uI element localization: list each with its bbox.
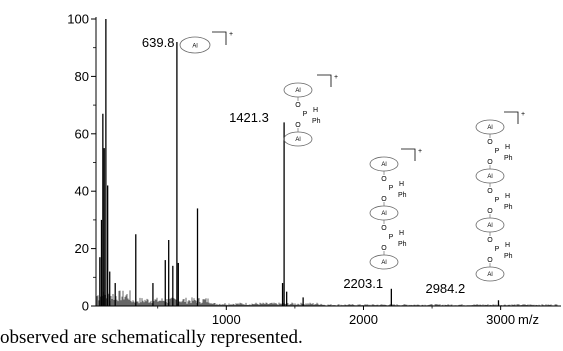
- al-cluster-icon: [369, 254, 399, 270]
- peak-labels: 639.8 1421.3 2203.1 2984.2: [142, 35, 465, 296]
- phosphorus-label: P: [495, 197, 500, 204]
- charge-label: +: [521, 111, 525, 118]
- phenyl-label: Ph: [312, 118, 321, 125]
- charge-label: +: [229, 31, 233, 38]
- al-cluster-icon: [475, 266, 505, 282]
- phenyl-label: Ph: [504, 253, 513, 260]
- al-label: Al: [487, 272, 492, 278]
- structure-monomer: Al +: [179, 31, 233, 54]
- oxygen-label: O: [487, 237, 493, 244]
- al-cluster-icon: [179, 36, 211, 54]
- al-cluster-icon: [283, 131, 313, 147]
- structure-dimer: Al OPH Ph O Al +: [283, 74, 338, 147]
- y-tick-label-0: 0: [82, 299, 89, 314]
- charge-bracket: [504, 111, 519, 124]
- baseline-noise: [96, 290, 559, 306]
- phenyl-label: Ph: [504, 204, 513, 211]
- al-label: Al: [381, 211, 386, 217]
- al-label: Al: [487, 223, 492, 229]
- y-tick-label-5: 100: [67, 12, 89, 27]
- hydrogen-label: H: [505, 144, 510, 151]
- oxygen-label: O: [381, 225, 387, 232]
- oxygen-label: O: [487, 257, 493, 264]
- oxygen-label: O: [295, 102, 301, 109]
- al-label: Al: [487, 125, 492, 131]
- oxygen-label: O: [487, 208, 493, 215]
- phosphorus-label: P: [389, 185, 394, 192]
- phosphorus-label: P: [495, 148, 500, 155]
- peak-annotation-1: 1421.3: [229, 110, 269, 125]
- plot-frame: [95, 17, 561, 307]
- al-label: Al: [295, 88, 300, 94]
- al-label: Al: [381, 162, 386, 168]
- oxygen-label: O: [487, 159, 493, 166]
- phenyl-label: Ph: [398, 241, 407, 248]
- structure-schematics: Al+AlOPHPhOAl+AlOPHPhOAlOPHPhOAl+AlOPHPh…: [179, 31, 525, 282]
- phenyl-label: Ph: [504, 155, 513, 162]
- al-label: Al: [192, 44, 197, 50]
- hydrogen-label: H: [313, 107, 318, 114]
- phosphorus-label: P: [303, 111, 308, 118]
- oxygen-label: O: [381, 245, 387, 252]
- hydrogen-label: H: [399, 181, 404, 188]
- peak-annotation-2: 2203.1: [343, 276, 383, 291]
- y-tick-label-1: 20: [75, 241, 89, 256]
- x-tick-label-1: 2000: [349, 312, 378, 327]
- x-tick-label-2: 3000: [486, 312, 515, 327]
- oxygen-label: O: [381, 176, 387, 183]
- al-label: Al: [295, 137, 300, 143]
- charge-label: +: [334, 74, 338, 81]
- peak-annotation-0: 639.8: [142, 35, 175, 50]
- al-label: Al: [381, 260, 386, 266]
- charge-bracket: [212, 31, 227, 45]
- oxygen-label: O: [487, 188, 493, 195]
- x-axis-label: m/z: [518, 312, 539, 327]
- phosphorus-label: P: [495, 246, 500, 253]
- phenyl-label: Ph: [398, 192, 407, 199]
- oxygen-label: O: [487, 139, 493, 146]
- al-label: Al: [487, 174, 492, 180]
- hydrogen-label: H: [505, 242, 510, 249]
- axes: 0 20 40 60 80 100 1000 2000 3000 m/z: [67, 12, 539, 328]
- oxygen-label: O: [381, 196, 387, 203]
- y-tick-label-4: 80: [75, 69, 89, 84]
- figure-caption: observed are schematically represented.: [0, 327, 303, 348]
- charge-label: +: [418, 148, 422, 155]
- hydrogen-label: H: [505, 193, 510, 200]
- x-tick-label-0: 1000: [212, 312, 241, 327]
- y-tick-label-3: 60: [75, 126, 89, 141]
- peak-annotation-3: 2984.2: [425, 281, 465, 296]
- phosphorus-label: P: [389, 234, 394, 241]
- hydrogen-label: H: [399, 230, 404, 237]
- oxygen-label: O: [295, 122, 301, 129]
- spectrum-trace: [96, 19, 559, 306]
- charge-bracket: [401, 148, 416, 161]
- charge-bracket: [317, 74, 332, 87]
- y-tick-label-2: 40: [75, 184, 89, 199]
